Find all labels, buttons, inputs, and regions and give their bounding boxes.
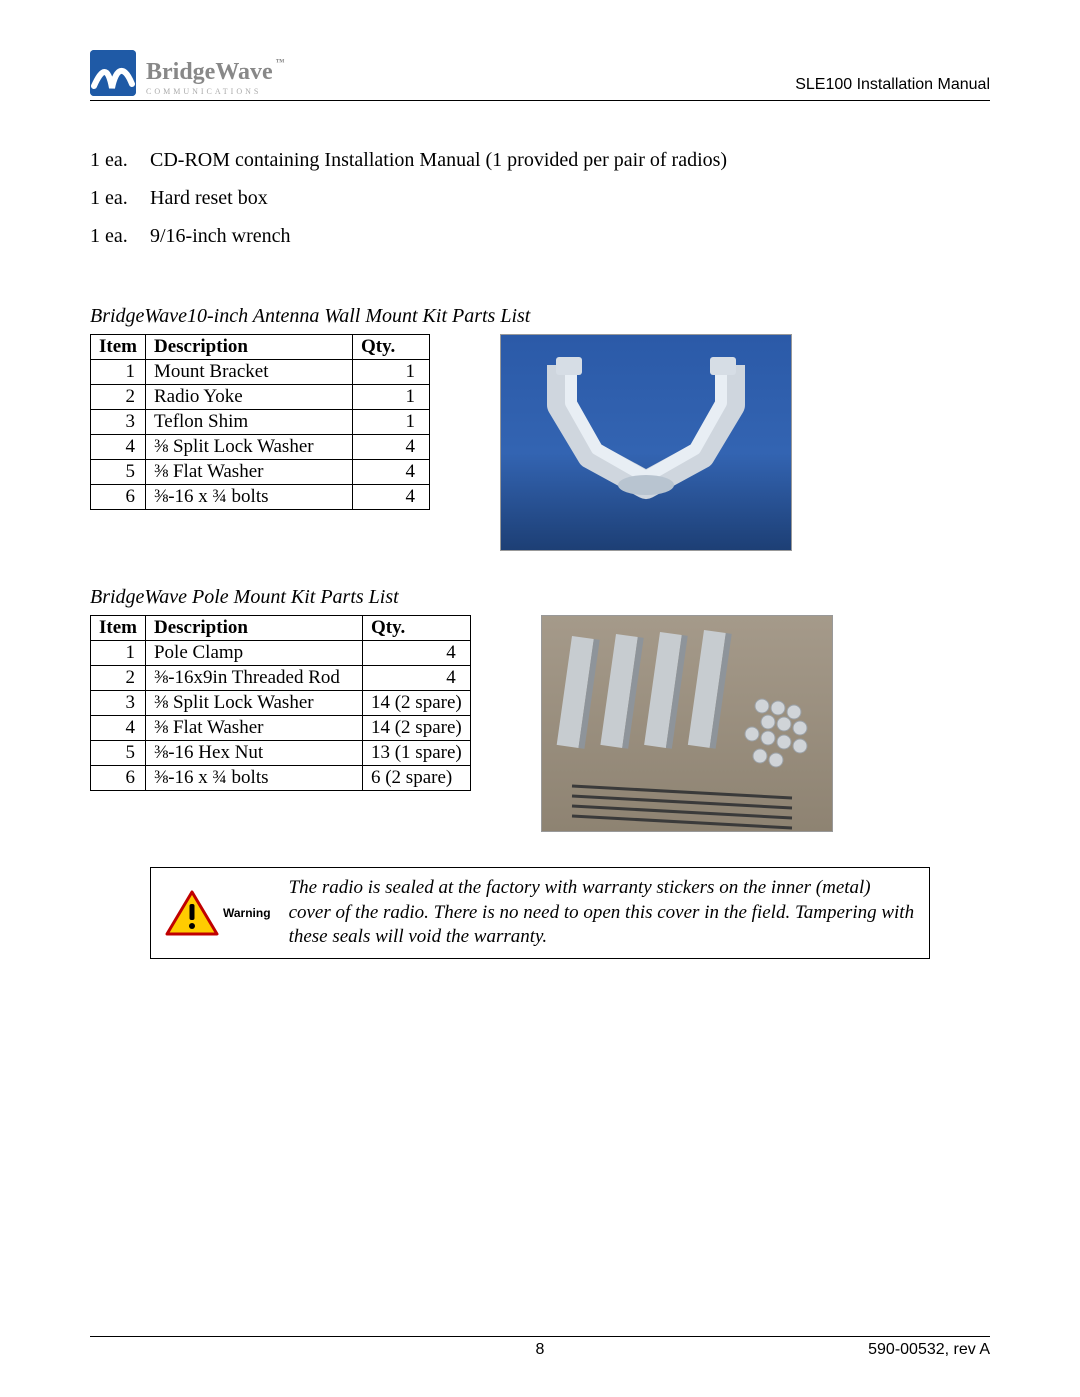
cell-item: 5 [91,460,146,485]
col-qty: Qty. [352,335,429,360]
trademark-symbol: ™ [276,58,285,67]
doc-number: 590-00532, rev A [868,1341,990,1359]
cell-item: 6 [91,766,146,791]
brand-subline: COMMUNICATIONS [146,88,273,96]
table-row: 4⅜ Flat Washer14 (2 spare) [91,716,471,741]
brand-name: BridgeWave ™ [146,60,273,85]
table-row: 4⅜ Split Lock Washer4 [91,435,430,460]
wall-mount-section: Item Description Qty. 1Mount Bracket1 2R… [90,334,990,551]
warning-icon-block: Warning [165,890,271,936]
table-row: 6⅜-16 x ¾ bolts4 [91,485,430,510]
included-desc: CD-ROM containing Installation Manual (1… [150,141,727,179]
table-row: 1Pole Clamp4 [91,641,471,666]
wall-mount-parts-table: Item Description Qty. 1Mount Bracket1 2R… [90,334,430,510]
cell-desc: ⅜-16 x ¾ bolts [145,766,362,791]
cell-item: 1 [91,641,146,666]
page-footer: 8 590-00532, rev A [90,1336,990,1359]
included-items-list: 1 ea. CD-ROM containing Installation Man… [90,141,990,255]
col-item: Item [91,335,146,360]
cell-item: 5 [91,741,146,766]
bridgewave-logo-icon [90,50,136,96]
cell-desc: Mount Bracket [145,360,352,385]
included-desc: Hard reset box [150,179,268,217]
pole-mount-section: Item Description Qty. 1Pole Clamp4 2⅜-16… [90,615,990,832]
included-qty: 1 ea. [90,217,150,255]
table-row: 5⅜-16 Hex Nut13 (1 spare) [91,741,471,766]
cell-item: 4 [91,435,146,460]
table-row: 2⅜-16x9in Threaded Rod4 [91,666,471,691]
col-item: Item [91,616,146,641]
cell-desc: ⅜ Flat Washer [145,716,362,741]
table-row: 3⅜ Split Lock Washer14 (2 spare) [91,691,471,716]
table-row: 1Mount Bracket1 [91,360,430,385]
cell-qty: 6 (2 spare) [362,766,470,791]
cell-item: 2 [91,385,146,410]
cell-qty: 14 (2 spare) [362,716,470,741]
cell-qty: 4 [362,666,470,691]
cell-qty: 13 (1 spare) [362,741,470,766]
table-row: 2Radio Yoke1 [91,385,430,410]
page-header: BridgeWave ™ COMMUNICATIONS SLE100 Insta… [90,50,990,101]
col-desc: Description [145,616,362,641]
cell-qty: 14 (2 spare) [362,691,470,716]
included-item: 1 ea. 9/16-inch wrench [90,217,990,255]
document-page: BridgeWave ™ COMMUNICATIONS SLE100 Insta… [0,0,1080,1397]
header-doc-title: SLE100 Installation Manual [795,76,990,96]
cell-desc: ⅜-16 Hex Nut [145,741,362,766]
included-desc: 9/16-inch wrench [150,217,291,255]
cell-item: 3 [91,410,146,435]
cell-qty: 4 [352,435,429,460]
section-title-wall-mount: BridgeWave10-inch Antenna Wall Mount Kit… [90,305,990,328]
col-qty: Qty. [362,616,470,641]
cell-qty: 1 [352,385,429,410]
cell-qty: 4 [352,485,429,510]
table-row: 3Teflon Shim1 [91,410,430,435]
logo-block: BridgeWave ™ COMMUNICATIONS [90,50,273,96]
table-row: 6⅜-16 x ¾ bolts6 (2 spare) [91,766,471,791]
warning-box: Warning The radio is sealed at the facto… [150,867,930,959]
cell-desc: ⅜-16 x ¾ bolts [145,485,352,510]
wall-mount-photo [500,334,792,551]
cell-item: 1 [91,360,146,385]
brand-label: BridgeWave [146,59,273,85]
cell-desc: Pole Clamp [145,641,362,666]
cell-item: 4 [91,716,146,741]
cell-qty: 1 [352,410,429,435]
table-header-row: Item Description Qty. [91,335,430,360]
warning-label: Warning [223,906,271,920]
cell-desc: ⅜-16x9in Threaded Rod [145,666,362,691]
cell-desc: ⅜ Flat Washer [145,460,352,485]
cell-desc: ⅜ Split Lock Washer [145,435,352,460]
table-row: 5⅜ Flat Washer4 [91,460,430,485]
logo-text: BridgeWave ™ COMMUNICATIONS [146,60,273,96]
cell-qty: 4 [352,460,429,485]
cell-desc: Teflon Shim [145,410,352,435]
included-qty: 1 ea. [90,179,150,217]
cell-qty: 4 [362,641,470,666]
pole-mount-parts-table: Item Description Qty. 1Pole Clamp4 2⅜-16… [90,615,471,791]
pole-mount-photo [541,615,833,832]
cell-item: 2 [91,666,146,691]
warning-triangle-icon [165,890,219,936]
included-item: 1 ea. CD-ROM containing Installation Man… [90,141,990,179]
included-qty: 1 ea. [90,141,150,179]
section-title-pole-mount: BridgeWave Pole Mount Kit Parts List [90,586,990,609]
table-header-row: Item Description Qty. [91,616,471,641]
cell-item: 6 [91,485,146,510]
col-desc: Description [145,335,352,360]
warning-text: The radio is sealed at the factory with … [289,876,915,950]
included-item: 1 ea. Hard reset box [90,179,990,217]
cell-desc: ⅜ Split Lock Washer [145,691,362,716]
cell-desc: Radio Yoke [145,385,352,410]
page-number: 8 [536,1341,545,1359]
cell-qty: 1 [352,360,429,385]
cell-item: 3 [91,691,146,716]
